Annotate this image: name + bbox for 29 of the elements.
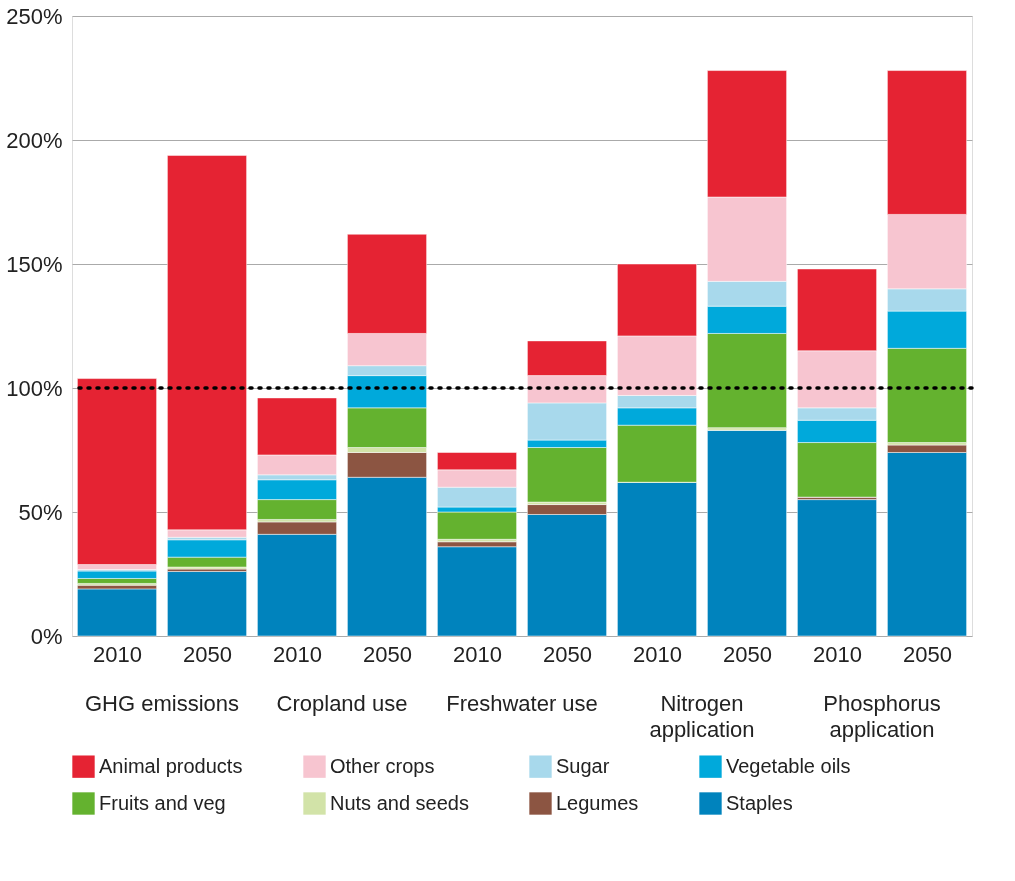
x-tick-label: 2010 — [453, 641, 502, 667]
x-tick-label: 2050 — [183, 641, 232, 667]
text: Freshwater use — [446, 691, 598, 716]
text: Nitrogen application — [649, 691, 755, 742]
legend-label: Nuts and seeds — [330, 791, 469, 814]
x-tick-label: 2050 — [903, 641, 952, 667]
legend-label: Other crops — [330, 754, 435, 777]
y-tick-label: 0% — [30, 623, 63, 649]
legend-label: Fruits and veg — [99, 791, 226, 814]
y-tick-label: 150% — [6, 251, 63, 277]
x-tick-label: 2050 — [543, 641, 592, 667]
legend-label: Staples — [726, 791, 793, 814]
y-tick-label: 50% — [18, 499, 63, 525]
x-tick-label: 2010 — [813, 641, 862, 667]
x-tick-label: 2010 — [273, 641, 322, 667]
legend-label: Animal products — [99, 754, 243, 777]
text: Cropland use — [276, 691, 408, 716]
x-tick-label: 2010 — [633, 641, 682, 667]
y-tick-label: 100% — [6, 375, 63, 401]
y-tick-label: 250% — [6, 3, 63, 29]
x-tick-label: 2050 — [723, 641, 772, 667]
x-tick-label: 2050 — [363, 641, 412, 667]
text: Phosphorus application — [823, 691, 941, 742]
legend-label: Legumes — [556, 791, 639, 814]
text: GHG emissions — [84, 691, 240, 716]
legend-label: Vegetable oils — [726, 754, 851, 777]
legend-label: Sugar — [556, 754, 610, 777]
y-tick-label: 200% — [6, 127, 63, 153]
x-tick-label: 2010 — [93, 641, 142, 667]
